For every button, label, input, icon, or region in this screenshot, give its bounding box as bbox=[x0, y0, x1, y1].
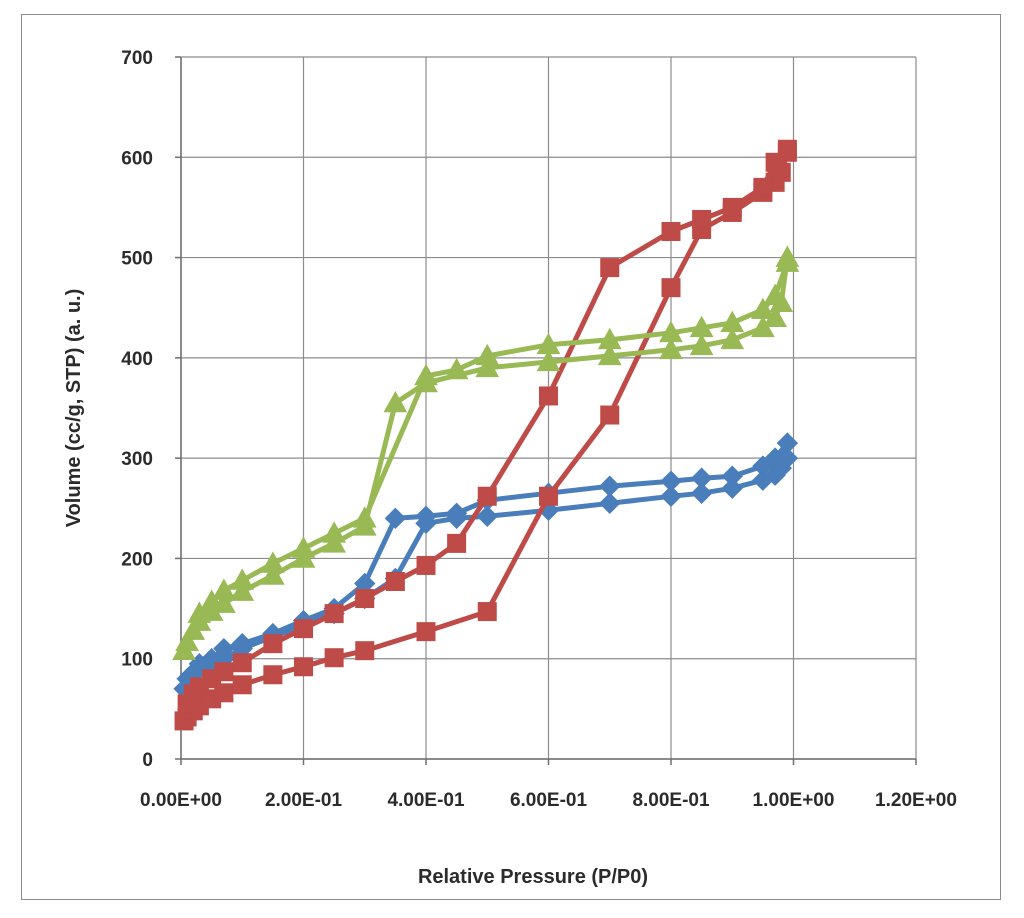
series-1-desorption-point-21 bbox=[177, 694, 197, 714]
series-1-adsorption-point-6 bbox=[232, 675, 252, 695]
series-1-desorption-point-3 bbox=[722, 197, 742, 217]
y-axis-title: Volume (cc/g, STP) (a. u.) bbox=[63, 289, 85, 528]
series-1-desorption-point-6 bbox=[600, 258, 620, 278]
series-1-desorption-point-14 bbox=[294, 619, 313, 639]
series-2-desorption-line bbox=[197, 261, 790, 616]
series-2-adsorption-point-6 bbox=[230, 579, 255, 601]
series-0-desorption-point-5 bbox=[660, 470, 682, 492]
series-2-desorption-point-9 bbox=[444, 357, 469, 380]
grid-lines bbox=[180, 56, 917, 760]
series-0-desorption-point-4 bbox=[690, 467, 713, 489]
x-tick-label-3: 6.00E-01 bbox=[510, 790, 588, 811]
series-2-desorption-point-2 bbox=[751, 297, 775, 320]
series-1-desorption-point-8 bbox=[477, 486, 497, 506]
series-0-desorption-point-3 bbox=[721, 465, 743, 487]
series-2-desorption-point-17 bbox=[199, 589, 224, 611]
series-1-adsorption-point-8 bbox=[294, 657, 313, 677]
series-1-desorption-point-13 bbox=[324, 604, 344, 624]
x-tick-label-6: 1.20E+00 bbox=[875, 790, 957, 811]
series-1-desorption-point-10 bbox=[416, 555, 436, 575]
y-tick-label-5: 500 bbox=[121, 249, 153, 270]
series-2-adsorption-point-14 bbox=[536, 349, 561, 372]
series-1-desorption-point-2 bbox=[753, 177, 773, 197]
series-2-adsorption-point-18 bbox=[720, 327, 745, 350]
series-2-adsorption-point-11 bbox=[383, 390, 408, 413]
series-1 bbox=[174, 139, 797, 731]
series-2-desorption-point-5 bbox=[659, 320, 683, 343]
series-1-adsorption-point-14 bbox=[600, 405, 620, 425]
series-2-desorption-point-0 bbox=[775, 250, 800, 272]
series-2-adsorption-point-13 bbox=[475, 355, 500, 378]
series-2-desorption-point-18 bbox=[187, 601, 212, 623]
series-1-desorption-point-16 bbox=[232, 653, 252, 673]
series-0-adsorption-point-17 bbox=[660, 485, 682, 507]
x-tick-label-4: 8.00E-01 bbox=[632, 790, 710, 811]
series-2-desorption-point-13 bbox=[291, 536, 316, 558]
series-1-desorption-point-12 bbox=[355, 589, 375, 609]
series-2-desorption-point-8 bbox=[475, 343, 500, 366]
series-1-desorption-point-7 bbox=[539, 386, 558, 406]
series-2 bbox=[172, 245, 800, 660]
y-tick-label-2: 200 bbox=[121, 549, 153, 570]
series-2-desorption-point-6 bbox=[597, 327, 622, 350]
series-2-desorption-point-4 bbox=[689, 315, 714, 338]
x-axis-title: Relative Pressure (P/P0) bbox=[418, 866, 648, 888]
y-tick-label-1: 100 bbox=[121, 650, 153, 671]
series-2-desorption-point-16 bbox=[212, 578, 236, 600]
series-2-adsorption-line bbox=[181, 257, 790, 652]
series-0-adsorption-point-14 bbox=[476, 505, 498, 528]
y-tick-label-3: 300 bbox=[121, 449, 153, 470]
series-layer bbox=[172, 139, 800, 731]
series-2-adsorption-point-7 bbox=[261, 563, 285, 585]
series-0-desorption-point-10 bbox=[415, 505, 437, 528]
series-2-adsorption-point-16 bbox=[659, 337, 683, 360]
series-2-desorption-point-11 bbox=[352, 506, 377, 528]
series-2-desorption-point-3 bbox=[720, 310, 745, 333]
series-2-desorption-point-10 bbox=[414, 363, 438, 386]
series-2-desorption-point-15 bbox=[230, 568, 255, 590]
x-tick-label-5: 1.00E+00 bbox=[753, 790, 835, 811]
series-1-adsorption-point-15 bbox=[661, 278, 681, 298]
tick-labels: 0.00E+00 2.00E-01 4.00E-01 6.00E-01 8.00E-01… bbox=[121, 48, 957, 811]
x-tick-label-1: 2.00E-01 bbox=[265, 790, 343, 811]
series-0-desorption-point-2 bbox=[752, 455, 774, 477]
series-1-desorption-point-4 bbox=[692, 209, 712, 229]
series-2-adsorption-point-15 bbox=[597, 343, 622, 366]
series-2-desorption-point-1 bbox=[763, 283, 787, 305]
series-1-desorption-point-1 bbox=[765, 152, 785, 172]
y-tick-label-6: 600 bbox=[121, 148, 153, 169]
series-2-desorption-point-14 bbox=[261, 551, 285, 573]
series-2-desorption-point-7 bbox=[536, 332, 561, 355]
series-1-adsorption-point-12 bbox=[477, 602, 497, 622]
series-0-desorption-point-6 bbox=[599, 475, 621, 497]
series-1-desorption-point-11 bbox=[385, 571, 405, 591]
series-0-desorption-point-17 bbox=[213, 637, 235, 660]
x-tick-label-0: 0.00E+00 bbox=[140, 790, 222, 811]
series-0-desorption-point-0 bbox=[776, 432, 799, 454]
series-2-adsorption-point-1 bbox=[175, 629, 199, 651]
series-1-adsorption-point-7 bbox=[263, 665, 283, 685]
series-1-adsorption-point-9 bbox=[324, 648, 344, 668]
series-1-adsorption-point-11 bbox=[416, 622, 436, 642]
series-1-desorption-point-9 bbox=[447, 533, 467, 553]
series-0-desorption-point-11 bbox=[384, 507, 407, 530]
series-1-adsorption-point-10 bbox=[355, 641, 375, 661]
series-0-adsorption-point-19 bbox=[721, 477, 743, 499]
series-1-desorption-point-5 bbox=[661, 221, 681, 241]
series-2-desorption-point-12 bbox=[322, 521, 346, 543]
series-0-adsorption-point-16 bbox=[599, 492, 621, 514]
x-tick-label-2: 4.00E-01 bbox=[387, 790, 465, 811]
series-2-adsorption-point-17 bbox=[689, 333, 714, 356]
y-tick-label-4: 400 bbox=[121, 349, 153, 370]
series-0-desorption-point-9 bbox=[445, 502, 468, 525]
series-1-adsorption-point-13 bbox=[539, 486, 558, 506]
y-tick-label-0: 0 bbox=[142, 750, 153, 771]
series-1-desorption-point-15 bbox=[263, 634, 283, 654]
y-tick-label-7: 700 bbox=[121, 48, 153, 69]
series-0-adsorption-point-18 bbox=[690, 482, 713, 504]
